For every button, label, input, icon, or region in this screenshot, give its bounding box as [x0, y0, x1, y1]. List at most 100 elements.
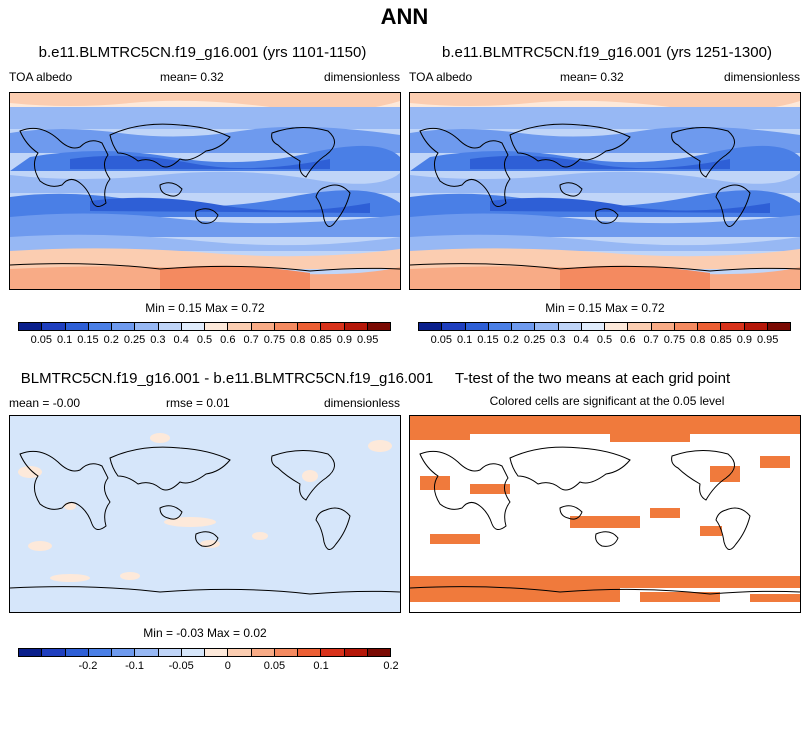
diff-colorbar-tick-label: 0 [224, 660, 231, 672]
diff-colorbar-swatch [274, 649, 298, 656]
albedo-colorbar-1-tick-label: 0.15 [77, 334, 99, 346]
albedo-colorbar-2-swatch [465, 323, 489, 330]
albedo-colorbar-1-swatch [19, 323, 43, 330]
albedo-colorbar-2-tick-label: 0.25 [523, 334, 546, 346]
diff-colorbar-tick-label: -0.05 [168, 660, 194, 672]
albedo-colorbar-1-swatch [112, 323, 136, 330]
panel4-title: T-test of the two means at each grid poi… [455, 370, 731, 387]
albedo-colorbar-2-tick-label: 0.85 [710, 334, 732, 346]
diff-colorbar-tick-label: -0.2 [78, 660, 98, 672]
albedo-colorbar-1-tick-label: 0.7 [243, 334, 259, 346]
panel1-variable-label: TOA albedo [9, 70, 73, 84]
albedo-colorbar-1-swatch [228, 323, 252, 330]
albedo-colorbar-2-tick-label: 0.05 [430, 334, 453, 346]
panel2-mean: mean= 0.32 [560, 70, 624, 84]
panel1-map [9, 92, 401, 290]
diff-colorbar-swatch [181, 649, 205, 656]
panel2-units: dimensionless [723, 70, 800, 84]
difference-field [10, 416, 400, 612]
panel2-title: b.e11.BLMTRC5CN.f19_g16.001 (yrs 1251-13… [442, 44, 772, 61]
diff-colorbar-swatch [112, 649, 136, 656]
albedo-colorbar-2-swatch [674, 323, 698, 330]
panel3-colorbar-ticks: -0.2 -0.1 -0.05 0 0.05 0.1 0.2 [18, 660, 398, 674]
panel2-variable-label: TOA albedo [409, 70, 473, 84]
albedo-field-1 [10, 93, 400, 289]
panel3-title: BLMTRC5CN.f19_g16.001 - b.e11.BLMTRC5CN.… [20, 370, 434, 387]
albedo-colorbar-2-swatch [605, 323, 629, 330]
albedo-colorbar-2-tick-label: 0.95 [756, 334, 779, 346]
panel2-colorbar-ticks: 0.05 0.1 0.15 0.2 0.25 0.3 0.4 0.5 0.6 0.7 0.75 0.8… [418, 334, 791, 348]
albedo-colorbar-1-tick-label: 0.5 [196, 334, 213, 346]
diff-colorbar-swatch [135, 649, 159, 656]
diff-colorbar-swatch [344, 649, 368, 656]
albedo-colorbar-1-tick-label: 0.3 [150, 334, 166, 346]
albedo-colorbar-1-tick-label: 0.85 [310, 334, 332, 346]
panel1-title: b.e11.BLMTRC5CN.f19_g16.001 (yrs 1101-11… [38, 44, 367, 61]
panel1-colorbar [18, 322, 391, 331]
diff-colorbar-tick-label: 0.1 [313, 660, 329, 672]
panel2-map [409, 92, 801, 290]
diff-colorbar-tick-label: -0.1 [125, 660, 145, 672]
diff-colorbar-swatch [298, 649, 322, 656]
diff-colorbar-swatch [88, 649, 112, 656]
albedo-colorbar-2-tick-label: 0.15 [477, 334, 499, 346]
diff-colorbar-swatch [158, 649, 182, 656]
panel2-colorbar [418, 322, 791, 331]
albedo-colorbar-2-swatch [512, 323, 536, 330]
albedo-colorbar-2-tick-label: 0.8 [690, 334, 706, 346]
albedo-colorbar-1-swatch [367, 323, 390, 330]
diff-colorbar-swatch [42, 649, 66, 656]
albedo-colorbar-2-swatch [721, 323, 745, 330]
albedo-colorbar-2-tick-label: 0.9 [736, 334, 753, 346]
albedo-colorbar-2-swatch [419, 323, 443, 330]
albedo-colorbar-1-swatch [205, 323, 229, 330]
panel1-colorbar-ticks: 0.05 0.1 0.15 0.2 0.25 0.3 0.4 0.5 0.6 0.7 0.75 0.8… [18, 334, 391, 348]
albedo-colorbar-1-tick-label: 0.95 [356, 334, 379, 346]
panel4-map [409, 415, 801, 613]
panel3-units: dimensionless [323, 396, 400, 410]
panel1-minmax: Min = 0.15 Max = 0.72 [145, 301, 265, 315]
albedo-colorbar-1-swatch [251, 323, 275, 330]
albedo-colorbar-1-swatch [88, 323, 112, 330]
diff-colorbar-swatch [321, 649, 345, 656]
diff-colorbar-swatch [251, 649, 275, 656]
albedo-colorbar-1-swatch [181, 323, 205, 330]
albedo-colorbar-1-tick-label: 0.2 [103, 334, 119, 346]
albedo-colorbar-1-tick-label: 0.25 [123, 334, 146, 346]
panel2-minmax: Min = 0.15 Max = 0.72 [545, 301, 665, 315]
albedo-colorbar-1-swatch [321, 323, 345, 330]
diff-colorbar-tick-label: 0.2 [383, 660, 399, 672]
albedo-colorbar-2-tick-label: 0.5 [596, 334, 613, 346]
albedo-colorbar-2-swatch [558, 323, 582, 330]
albedo-colorbar-2-tick-label: 0.4 [573, 334, 589, 346]
albedo-colorbar-1-tick-label: 0.9 [336, 334, 353, 346]
albedo-colorbar-1-swatch [298, 323, 322, 330]
panel3-rmse: rmse = 0.01 [166, 396, 230, 410]
albedo-colorbar-1-tick-label: 0.75 [263, 334, 286, 346]
albedo-colorbar-2-swatch [581, 323, 605, 330]
albedo-colorbar-1-swatch [344, 323, 368, 330]
panel1-units: dimensionless [323, 70, 400, 84]
albedo-field-2 [410, 93, 800, 289]
albedo-colorbar-2-tick-label: 0.2 [503, 334, 519, 346]
panel4-subtitle: Colored cells are significant at the 0.0… [489, 394, 725, 408]
albedo-colorbar-1-tick-label: 0.8 [290, 334, 306, 346]
diff-colorbar-swatch [19, 649, 43, 656]
panel3-mean: mean = -0.00 [9, 396, 81, 410]
panel3-minmax: Min = -0.03 Max = 0.02 [143, 626, 267, 640]
diff-colorbar-swatch [228, 649, 252, 656]
diff-colorbar-tick-label: 0.05 [263, 660, 286, 672]
albedo-colorbar-2-tick-label: 0.1 [456, 334, 473, 346]
albedo-colorbar-2-tick-label: 0.6 [620, 334, 636, 346]
albedo-colorbar-1-swatch [42, 323, 66, 330]
panel3-map [9, 415, 401, 613]
albedo-colorbar-1-swatch [274, 323, 298, 330]
albedo-colorbar-2-swatch [535, 323, 559, 330]
albedo-colorbar-1-tick-label: 0.1 [56, 334, 73, 346]
ttest-field [410, 416, 800, 612]
albedo-colorbar-1-swatch [158, 323, 182, 330]
albedo-colorbar-2-swatch [442, 323, 466, 330]
albedo-colorbar-2-swatch [698, 323, 722, 330]
albedo-colorbar-1-tick-label: 0.6 [220, 334, 236, 346]
albedo-colorbar-2-swatch [488, 323, 512, 330]
